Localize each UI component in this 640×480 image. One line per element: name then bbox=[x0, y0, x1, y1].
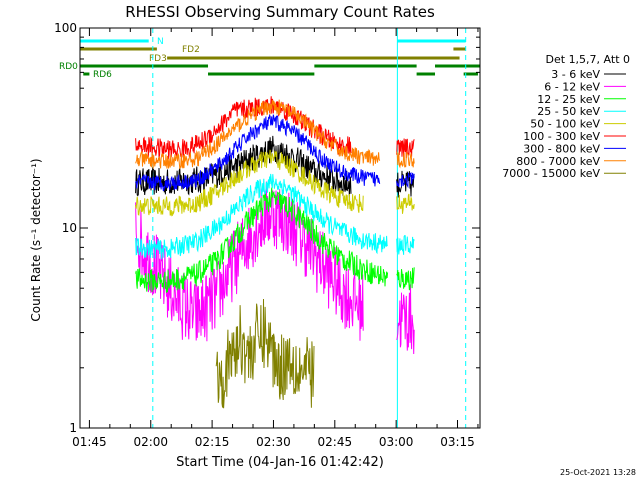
series-4 bbox=[135, 149, 415, 217]
y-axis-ticks: 1 10 100 bbox=[54, 21, 480, 435]
series-line-2 bbox=[135, 187, 415, 293]
x-tick-label: 02:45 bbox=[318, 435, 353, 449]
x-tick-label: 02:15 bbox=[195, 435, 230, 449]
legend-label: 25 - 50 keV bbox=[537, 105, 600, 118]
x-tick-label: 02:00 bbox=[133, 435, 168, 449]
legend-label: 7000 - 15000 keV bbox=[502, 167, 600, 180]
y-tick-label: 100 bbox=[54, 21, 77, 35]
series-2 bbox=[135, 187, 415, 293]
state-label-fd3: FD3 bbox=[149, 54, 167, 64]
legend-label: 50 - 100 keV bbox=[530, 118, 600, 131]
series-line-7 bbox=[135, 99, 415, 170]
series-8 bbox=[215, 298, 315, 409]
series-group bbox=[135, 96, 415, 409]
legend-label: 3 - 6 keV bbox=[551, 68, 600, 81]
x-tick-label: 02:30 bbox=[256, 435, 291, 449]
state-label-n: N bbox=[157, 37, 164, 47]
series-line-3 bbox=[135, 173, 415, 260]
legend-title: Det 1,5,7, Att 0 bbox=[546, 53, 630, 66]
series-3 bbox=[135, 173, 415, 260]
series-line-6 bbox=[135, 113, 415, 192]
y-tick-label: 10 bbox=[62, 221, 77, 235]
series-1 bbox=[135, 181, 415, 355]
state-label-rd0: RD0 bbox=[59, 62, 78, 72]
legend-label: 800 - 7000 keV bbox=[516, 155, 600, 168]
y-axis-label: Count Rate (s⁻¹ detector⁻¹) bbox=[29, 158, 43, 321]
x-tick-label: 03:15 bbox=[440, 435, 475, 449]
series-line-1 bbox=[135, 181, 415, 355]
state-label-fd2: FD2 bbox=[182, 45, 200, 55]
legend-label: 6 - 12 keV bbox=[544, 80, 600, 93]
state-label-rd6: RD6 bbox=[93, 70, 112, 80]
x-axis-label: Start Time (04-Jan-16 01:42:42) bbox=[176, 455, 384, 470]
legend-label: 300 - 800 keV bbox=[523, 142, 600, 155]
y-tick-label: 1 bbox=[69, 421, 77, 435]
legend-label: 12 - 25 keV bbox=[537, 93, 600, 106]
chart-title: RHESSI Observing Summary Count Rates bbox=[125, 3, 435, 21]
timestamp: 25-Oct-2021 13:28 bbox=[560, 468, 636, 477]
state-bars: N FD2 FD3 RD0 RD6 bbox=[59, 37, 480, 80]
legend-label: 100 - 300 keV bbox=[523, 130, 600, 143]
series-7 bbox=[135, 99, 415, 170]
series-6 bbox=[135, 113, 415, 192]
x-tick-label: 03:00 bbox=[379, 435, 414, 449]
x-axis-ticks: 01:45 02:00 02:15 02:30 02:45 03:00 03:15 bbox=[72, 28, 479, 449]
series-line-8 bbox=[215, 298, 315, 409]
series-line-4 bbox=[135, 149, 415, 217]
x-tick-label: 01:45 bbox=[72, 435, 107, 449]
